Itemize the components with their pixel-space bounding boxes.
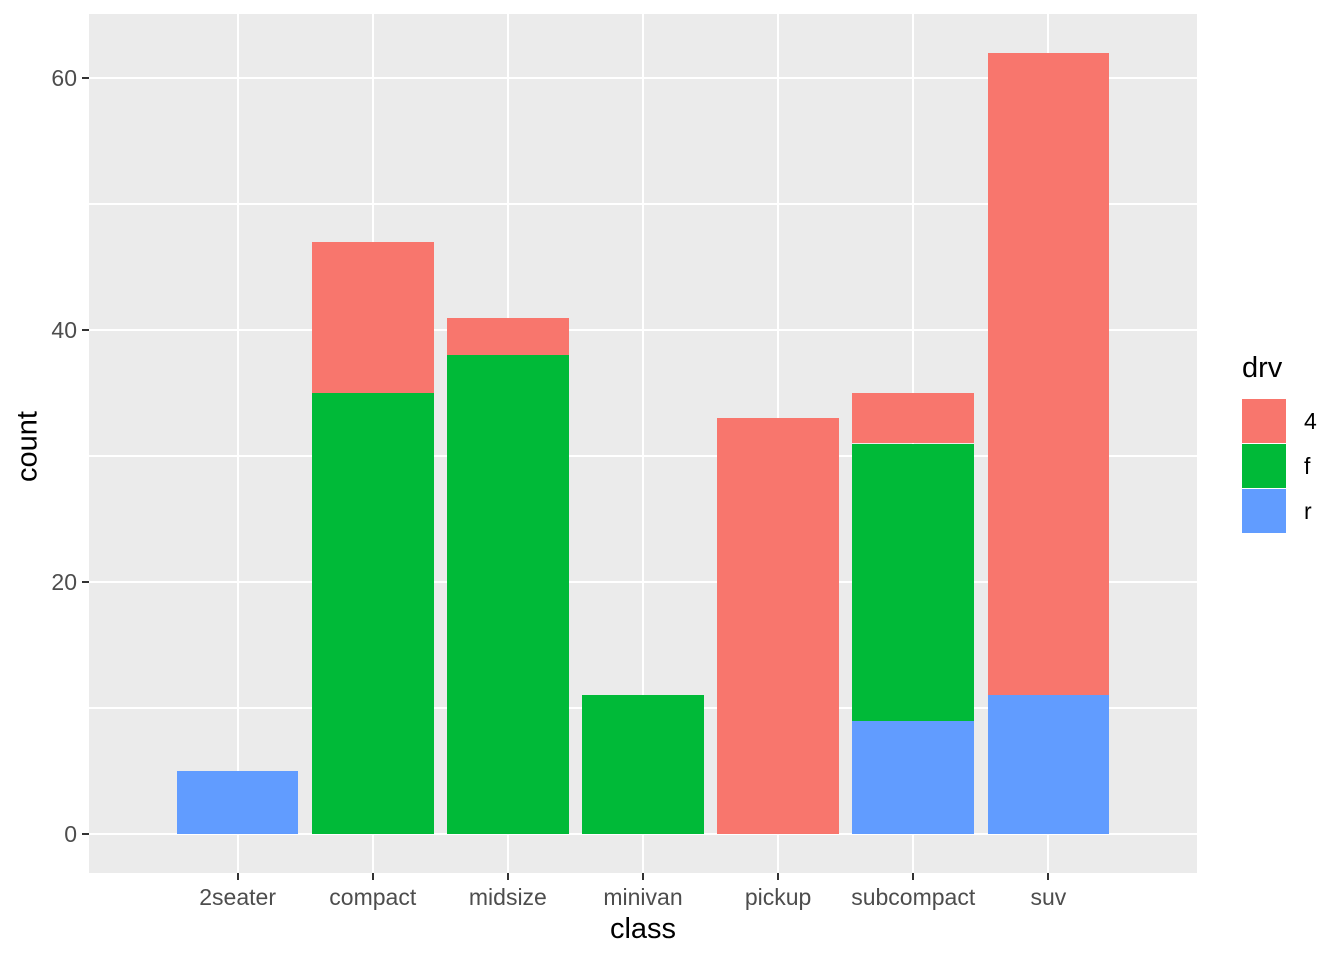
- gridline-vertical: [642, 14, 644, 873]
- y-tick-mark: [82, 832, 89, 835]
- bar-segment-compact-drv-f: [311, 393, 434, 834]
- gridline-vertical: [236, 14, 239, 873]
- x-tick-label: suv: [1030, 884, 1067, 910]
- x-tick-label: compact: [329, 884, 417, 910]
- legend-key-swatch: [1242, 444, 1286, 488]
- legend-entry-f: f: [1242, 444, 1317, 488]
- legend-title: drv: [1242, 352, 1283, 384]
- legend-entry-4: 4: [1242, 399, 1317, 443]
- bar-segment-subcompact-drv-f: [852, 443, 975, 721]
- x-tick-mark: [236, 873, 239, 880]
- x-tick-label: 2seater: [199, 884, 276, 910]
- x-tick-label: minivan: [603, 884, 683, 910]
- bar-segment-suv-drv-4: [987, 53, 1110, 696]
- bar-segment-minivan-drv-f: [582, 695, 704, 834]
- bar-segment-2seater-drv-r: [176, 770, 299, 834]
- bar-segment-midsize-drv-4: [447, 317, 569, 356]
- legend-entry-r: r: [1242, 489, 1317, 533]
- bar-segment-subcompact-drv-r: [852, 720, 975, 834]
- legend-entry-label: f: [1304, 452, 1311, 479]
- x-tick-mark: [1047, 873, 1050, 880]
- x-tick-label: midsize: [468, 884, 547, 910]
- x-tick-mark: [777, 873, 780, 880]
- y-tick-mark: [82, 581, 89, 584]
- x-tick-mark: [912, 873, 915, 880]
- y-tick-mark: [82, 329, 89, 332]
- y-tick-label: 20: [51, 569, 77, 596]
- legend-key-swatch: [1242, 489, 1286, 533]
- y-axis-title: count: [11, 411, 44, 482]
- bar-segment-subcompact-drv-4: [852, 393, 975, 444]
- x-tick-mark: [506, 873, 509, 880]
- y-tick-label: 60: [51, 65, 77, 92]
- x-tick-label: pickup: [744, 884, 812, 910]
- plot-panel: [89, 14, 1197, 873]
- legend-entry-label: 4: [1304, 407, 1317, 434]
- bar-segment-suv-drv-r: [987, 695, 1110, 834]
- legend-key-swatch: [1242, 399, 1286, 443]
- x-tick-mark: [371, 873, 374, 880]
- bar-segment-pickup-drv-4: [717, 418, 839, 834]
- y-tick-label: 40: [51, 317, 77, 344]
- legend-entry-label: r: [1304, 497, 1312, 524]
- y-tick-mark: [82, 77, 89, 80]
- bar-segment-compact-drv-4: [311, 241, 434, 394]
- x-tick-label: subcompact: [851, 884, 976, 910]
- x-tick-mark: [642, 873, 644, 880]
- x-axis-title: class: [609, 913, 677, 945]
- bar-segment-midsize-drv-f: [447, 355, 569, 834]
- y-tick-label: 0: [64, 820, 77, 847]
